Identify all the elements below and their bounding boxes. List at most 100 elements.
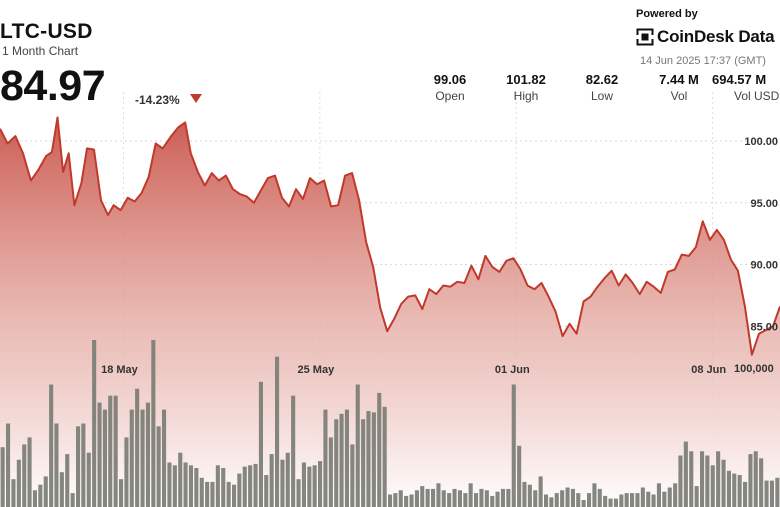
volume-bar	[710, 465, 715, 507]
volume-bar	[296, 479, 301, 507]
volume-bar	[554, 493, 559, 507]
volume-bar	[328, 437, 333, 507]
volume-bar	[145, 402, 150, 507]
stat-low-label: Low	[590, 89, 613, 103]
y-tick-label: 85.00	[750, 321, 778, 333]
volume-bar	[474, 493, 479, 507]
volume-bar	[570, 488, 575, 507]
volume-bar	[32, 490, 37, 507]
volume-bar	[38, 484, 43, 507]
volume-bar	[656, 483, 661, 507]
volume-bar	[65, 454, 70, 507]
volume-bar	[199, 477, 204, 507]
volume-bar	[721, 459, 726, 507]
volume-bar	[479, 488, 484, 507]
volume-bar	[86, 452, 91, 507]
stat-open-value: 99.06	[433, 72, 467, 87]
volume-bar	[388, 494, 393, 507]
volume-bar	[533, 490, 538, 507]
volume-bar	[646, 491, 651, 507]
volume-bar	[119, 479, 124, 507]
brand-name: CoinDesk Data	[657, 27, 775, 46]
volume-bar	[608, 498, 613, 507]
volume-bar	[59, 472, 64, 507]
volume-bar	[447, 493, 452, 507]
stat-vol: 7.44 M Vol	[634, 72, 724, 103]
volume-bar	[538, 476, 543, 507]
volume-bar	[162, 409, 167, 507]
volume-bar	[490, 495, 495, 507]
volume-bar	[366, 411, 371, 507]
volume-bar	[183, 462, 188, 507]
volume-bar	[49, 384, 54, 507]
price-line	[0, 116, 780, 356]
volume-bar	[280, 459, 285, 507]
volume-bar	[92, 340, 97, 507]
volume-bar	[759, 458, 764, 507]
volume-bar	[597, 488, 602, 507]
stat-vol-label: Vol	[670, 89, 688, 103]
volume-bar	[640, 487, 645, 507]
volume-bar	[716, 451, 721, 507]
volume-bar	[188, 465, 193, 507]
volume-bar	[11, 479, 16, 507]
volume-bar	[517, 445, 522, 507]
x-tick-label: 25 May	[298, 364, 336, 376]
volume-bar	[323, 409, 328, 507]
price-area	[0, 117, 780, 507]
volume-bar	[667, 487, 672, 507]
volume-bar	[775, 477, 780, 507]
volume-bar	[382, 406, 387, 507]
volume-bar	[613, 498, 618, 507]
stat-high: 101.82 High	[481, 72, 571, 103]
volume-bar	[253, 463, 258, 507]
volume-bar	[544, 494, 549, 507]
volume-bar	[285, 452, 290, 507]
volume-bar	[484, 490, 489, 507]
volume-bar	[673, 483, 678, 507]
volume-bar	[495, 491, 500, 507]
volume-bar	[76, 426, 81, 507]
x-tick-label: 08 Jun	[691, 364, 726, 376]
volume-bar	[764, 480, 769, 507]
volume-bar	[522, 481, 527, 507]
volume-bar	[172, 465, 177, 507]
volume-bar	[205, 481, 210, 507]
y-axis-ticks: 85.00 90.00 95.00 100.00	[744, 136, 778, 333]
current-price: 84.97	[0, 62, 106, 110]
volume-bar	[275, 356, 280, 507]
volume-bar	[694, 486, 699, 507]
volume-bar	[452, 488, 457, 507]
volume-bar	[108, 395, 113, 507]
volume-bar	[587, 493, 592, 507]
volume-bar	[16, 459, 21, 507]
volume-bar	[769, 480, 774, 507]
volume-tick-label: 100,000	[734, 363, 774, 375]
volume-bar	[248, 465, 253, 507]
volume-bars	[0, 340, 780, 507]
stat-vol-value: 7.44 M	[659, 72, 699, 87]
x-axis-ticks: 18 May 25 May 01 Jun 08 Jun	[101, 364, 726, 376]
volume-bar	[291, 395, 296, 507]
stat-high-label: High	[513, 89, 539, 103]
volume-axis-tick: 100,000	[734, 363, 774, 375]
volume-bar	[210, 481, 215, 507]
volume-bar	[737, 475, 742, 507]
volume-bar	[414, 490, 419, 507]
volume-bar	[140, 409, 145, 507]
volume-bar	[689, 451, 694, 507]
volume-bar	[355, 384, 360, 507]
ticker-symbol: LTC-USD	[0, 20, 93, 43]
volume-bar	[678, 455, 683, 507]
volume-bar	[565, 487, 570, 507]
volume-bar	[97, 402, 102, 507]
volume-bar	[377, 392, 382, 507]
y-tick-label: 100.00	[744, 136, 778, 148]
coindesk-logo[interactable]: CoinDesk Data	[636, 27, 775, 47]
volume-bar	[6, 423, 11, 507]
volume-bar	[339, 413, 344, 507]
volume-bar	[242, 466, 247, 507]
volume-bar	[398, 490, 403, 507]
volume-bar	[592, 483, 597, 507]
